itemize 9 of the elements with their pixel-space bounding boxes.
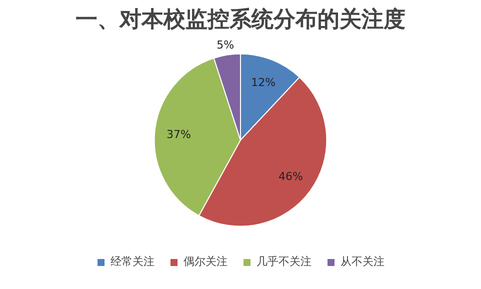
data-label: 37% xyxy=(166,128,191,141)
data-label: 5% xyxy=(216,38,234,52)
legend-label: 经常关注 xyxy=(110,254,154,269)
legend-label: 偶尔关注 xyxy=(184,254,228,269)
chart-title: 一、对本校监控系统分布的关注度 xyxy=(76,6,406,32)
legend-label: 几乎不关注 xyxy=(256,254,312,269)
data-label: 46% xyxy=(278,170,303,184)
legend-label: 从不关注 xyxy=(340,254,384,269)
data-label: 12% xyxy=(251,76,276,89)
